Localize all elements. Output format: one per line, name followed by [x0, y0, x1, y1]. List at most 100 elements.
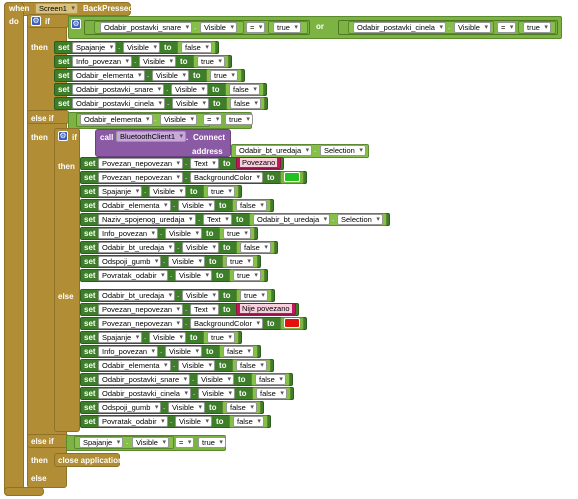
- boolean-dropdown[interactable]: true: [240, 290, 268, 301]
- setter-property-dropdown[interactable]: Visible: [123, 42, 160, 53]
- setter-property-dropdown[interactable]: Text: [190, 304, 219, 315]
- getter-component-dropdown[interactable]: Odabir_postavki_cinela: [353, 22, 446, 33]
- text-string-block[interactable]: Povezano: [236, 157, 282, 169]
- setter-property-dropdown[interactable]: Visible: [182, 290, 219, 301]
- boolean-dropdown[interactable]: false: [223, 346, 254, 357]
- setter-component-dropdown[interactable]: Povezan_nepovezan: [98, 172, 184, 183]
- setter-component-dropdown[interactable]: Odspoji_gumb: [98, 256, 162, 267]
- boolean-dropdown[interactable]: false: [256, 388, 287, 399]
- setter-component-dropdown[interactable]: Odabir_elementa: [72, 70, 145, 81]
- boolean-dropdown[interactable]: true: [210, 70, 238, 81]
- setter-property-dropdown[interactable]: Visible: [168, 256, 205, 267]
- setter-component-dropdown[interactable]: Odabir_postavki_cinela: [72, 98, 165, 109]
- setter-component-dropdown[interactable]: Spajanje: [98, 332, 143, 343]
- setter-component-dropdown[interactable]: Odabir_postavki_snare: [72, 84, 165, 95]
- setter-component-dropdown[interactable]: Odabir_elementa: [98, 200, 171, 211]
- boolean-dropdown[interactable]: false: [229, 84, 260, 95]
- boolean-dropdown[interactable]: true: [226, 256, 254, 267]
- setter-property-dropdown[interactable]: BackgroundColor: [190, 318, 263, 329]
- getter-property-dropdown[interactable]: Visible: [200, 22, 237, 33]
- setter-property-dropdown[interactable]: Visible: [175, 270, 212, 281]
- setter-component-dropdown[interactable]: Spajanje: [72, 42, 117, 53]
- close-application-block[interactable]: [54, 453, 120, 467]
- setter-component-dropdown[interactable]: Povratak_odabir: [98, 270, 168, 281]
- boolean-dropdown[interactable]: false: [255, 374, 286, 385]
- boolean-dropdown[interactable]: true: [223, 228, 251, 239]
- setter-component-dropdown[interactable]: Info_povezan: [72, 56, 133, 67]
- component-dropdown-screen1[interactable]: Screen1: [35, 3, 78, 14]
- compare-op-dropdown[interactable]: =: [497, 22, 517, 33]
- color-swatch[interactable]: [284, 172, 300, 182]
- setter-component-dropdown[interactable]: Info_povezan: [98, 228, 159, 239]
- or-mutator-gear-icon[interactable]: ⚙: [71, 19, 81, 29]
- setter-property-dropdown[interactable]: Visible: [182, 242, 219, 253]
- setter-property-dropdown[interactable]: Visible: [172, 98, 209, 109]
- boolean-dropdown[interactable]: false: [240, 242, 271, 253]
- setter-property-dropdown[interactable]: Text: [203, 214, 232, 225]
- compare-op-dropdown[interactable]: =: [246, 22, 266, 33]
- boolean-dropdown[interactable]: true: [225, 114, 253, 125]
- setter-component-dropdown[interactable]: Info_povezan: [98, 346, 159, 357]
- getter-property-dropdown[interactable]: Selection: [337, 214, 383, 225]
- setter-property-dropdown[interactable]: Visible: [171, 84, 208, 95]
- getter-component-dropdown[interactable]: Odabir_bt_uredaja: [235, 145, 313, 156]
- inner-mutator-gear-icon[interactable]: ⚙: [58, 131, 68, 141]
- setter-property-dropdown[interactable]: BackgroundColor: [190, 172, 263, 183]
- text-string-value[interactable]: Nije povezano: [240, 304, 292, 313]
- setter-component-dropdown[interactable]: Odabir_elementa: [98, 360, 171, 371]
- getter-property-dropdown[interactable]: Visible: [132, 437, 169, 448]
- setter-component-dropdown[interactable]: Odabir_bt_uredaja: [98, 242, 176, 253]
- boolean-dropdown[interactable]: true: [198, 437, 226, 448]
- getter-property-dropdown[interactable]: Visible: [160, 114, 197, 125]
- call-component-dropdown[interactable]: BluetoothClient1: [116, 131, 187, 142]
- getter-property-dropdown[interactable]: Selection: [320, 145, 366, 156]
- setter-component-dropdown[interactable]: Povezan_nepovezan: [98, 158, 184, 169]
- inner-if-else-block[interactable]: [54, 128, 80, 432]
- setter-property-dropdown[interactable]: Visible: [165, 228, 202, 239]
- getter-component-dropdown[interactable]: Odabir_bt_uredaja: [253, 214, 331, 225]
- text-string-value[interactable]: Povezano: [240, 158, 278, 167]
- text-string-block[interactable]: Nije povezano: [236, 303, 296, 315]
- setter-property-dropdown[interactable]: Visible: [149, 332, 186, 343]
- setter-component-dropdown[interactable]: Povezan_nepovezan: [98, 304, 184, 315]
- setter-component-dropdown[interactable]: Povezan_nepovezan: [98, 318, 184, 329]
- color-swatch[interactable]: [284, 318, 300, 328]
- setter-component-dropdown[interactable]: Odabir_bt_uredaja: [98, 290, 176, 301]
- setter-component-dropdown[interactable]: Odspoji_gumb: [98, 402, 162, 413]
- setter-component-dropdown[interactable]: Odabir_postavki_cinela: [98, 388, 191, 399]
- boolean-dropdown[interactable]: true: [273, 22, 301, 33]
- or-label[interactable]: or: [316, 22, 324, 31]
- setter-property-dropdown[interactable]: Visible: [168, 402, 205, 413]
- boolean-dropdown[interactable]: false: [233, 416, 264, 427]
- boolean-dropdown[interactable]: true: [197, 56, 225, 67]
- boolean-dropdown[interactable]: true: [233, 270, 261, 281]
- setter-component-dropdown[interactable]: Spajanje: [98, 186, 143, 197]
- setter-component-dropdown[interactable]: Odabir_postavki_snare: [98, 374, 191, 385]
- getter-component-dropdown[interactable]: Odabir_elementa: [80, 114, 153, 125]
- boolean-dropdown[interactable]: true: [207, 186, 235, 197]
- boolean-dropdown[interactable]: true: [207, 332, 235, 343]
- setter-property-dropdown[interactable]: Visible: [178, 200, 215, 211]
- setter-property-dropdown[interactable]: Visible: [175, 416, 212, 427]
- setter-property-dropdown[interactable]: Visible: [165, 346, 202, 357]
- boolean-dropdown[interactable]: false: [226, 402, 257, 413]
- setter-property-dropdown[interactable]: Visible: [198, 388, 235, 399]
- setter-property-dropdown[interactable]: Visible: [139, 56, 176, 67]
- getter-component-dropdown[interactable]: Odabir_postavki_snare: [100, 22, 193, 33]
- compare-op-dropdown[interactable]: =: [203, 114, 223, 125]
- mutator-gear-icon[interactable]: ⚙: [31, 16, 41, 26]
- setter-component-dropdown[interactable]: Povratak_odabir: [98, 416, 168, 427]
- setter-property-dropdown[interactable]: Visible: [197, 374, 234, 385]
- boolean-dropdown[interactable]: true: [523, 22, 551, 33]
- setter-property-dropdown[interactable]: Visible: [152, 70, 189, 81]
- boolean-dropdown[interactable]: false: [230, 98, 261, 109]
- compare-op-dropdown[interactable]: =: [175, 437, 195, 448]
- boolean-dropdown[interactable]: false: [236, 200, 267, 211]
- setter-property-dropdown[interactable]: Visible: [149, 186, 186, 197]
- getter-component-dropdown[interactable]: Spajanje: [79, 437, 124, 448]
- setter-component-dropdown[interactable]: Naziv_spojenog_uredaja: [98, 214, 196, 225]
- setter-property-dropdown[interactable]: Visible: [178, 360, 215, 371]
- getter-property-dropdown[interactable]: Visible: [454, 22, 491, 33]
- boolean-dropdown[interactable]: false: [181, 42, 212, 53]
- setter-property-dropdown[interactable]: Text: [190, 158, 219, 169]
